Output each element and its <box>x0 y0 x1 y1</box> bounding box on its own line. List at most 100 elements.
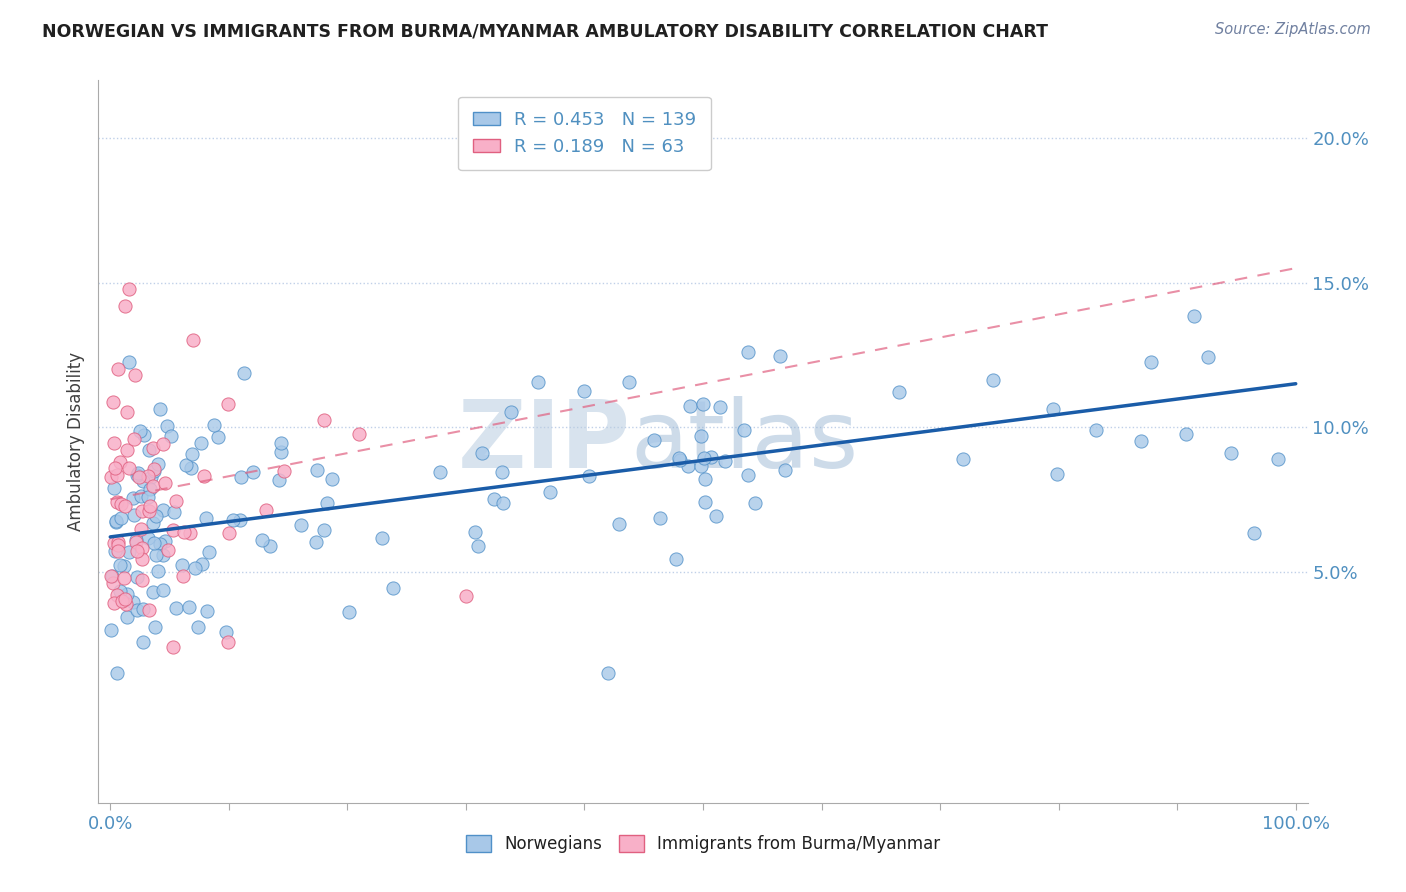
Point <box>775 463 797 477</box>
Point <box>217 397 239 411</box>
Point <box>138 442 160 457</box>
Point <box>127 466 149 480</box>
Point <box>217 635 239 649</box>
Point <box>733 423 755 437</box>
Point <box>117 442 139 457</box>
Point <box>153 475 176 490</box>
Point <box>149 402 172 417</box>
Text: ZIP: ZIP <box>457 395 630 488</box>
Point <box>131 474 153 488</box>
Point <box>744 496 766 510</box>
Point <box>110 584 132 599</box>
Point <box>668 453 690 467</box>
Point <box>112 559 135 574</box>
Point <box>101 575 124 590</box>
Legend: Norwegians, Immigrants from Burma/Myanmar: Norwegians, Immigrants from Burma/Myanma… <box>460 828 946 860</box>
Point <box>100 569 122 583</box>
Point <box>162 523 184 537</box>
Point <box>118 545 141 559</box>
Point <box>679 399 702 413</box>
Point <box>131 503 153 517</box>
Text: NORWEGIAN VS IMMIGRANTS FROM BURMA/MYANMAR AMBULATORY DISABILITY CORRELATION CHA: NORWEGIAN VS IMMIGRANTS FROM BURMA/MYANM… <box>42 22 1049 40</box>
Point <box>692 397 714 411</box>
Point <box>104 515 127 529</box>
Point <box>538 485 561 500</box>
Point <box>155 534 177 549</box>
Point <box>1129 434 1152 448</box>
Point <box>152 437 174 451</box>
Point <box>110 511 132 525</box>
Point <box>136 469 159 483</box>
Point <box>134 428 156 442</box>
Point <box>464 525 486 540</box>
Point <box>1197 350 1219 364</box>
Text: atlas: atlas <box>630 395 859 488</box>
Point <box>104 514 127 528</box>
Point <box>429 465 451 479</box>
Point <box>598 665 620 680</box>
Point <box>689 429 711 443</box>
Point <box>138 503 160 517</box>
Point <box>1085 423 1108 437</box>
Point <box>190 436 212 450</box>
Point <box>128 470 150 484</box>
Point <box>709 400 731 414</box>
Point <box>454 589 477 603</box>
Point <box>650 510 672 524</box>
Point <box>370 531 392 545</box>
Point <box>118 460 141 475</box>
Point <box>143 536 166 550</box>
Point <box>101 568 124 582</box>
Point <box>527 375 550 389</box>
Point <box>122 491 145 506</box>
Point <box>104 544 127 558</box>
Point <box>132 635 155 649</box>
Point <box>173 525 195 540</box>
Point <box>187 620 209 634</box>
Point <box>347 427 370 442</box>
Point <box>165 601 187 615</box>
Point <box>181 333 204 347</box>
Point <box>259 539 281 553</box>
Point <box>267 473 290 487</box>
Point <box>114 591 136 606</box>
Point <box>136 531 159 545</box>
Point <box>193 468 215 483</box>
Point <box>118 355 141 369</box>
Point <box>148 537 170 551</box>
Point <box>305 534 328 549</box>
Point <box>492 496 515 510</box>
Point <box>100 470 122 484</box>
Point <box>110 558 132 573</box>
Point <box>668 451 690 466</box>
Point <box>471 446 494 460</box>
Point <box>693 495 716 509</box>
Point <box>714 454 737 468</box>
Point <box>107 537 129 551</box>
Point <box>198 545 221 559</box>
Point <box>491 465 513 479</box>
Point <box>148 564 170 578</box>
Point <box>141 469 163 483</box>
Point <box>607 517 630 532</box>
Point <box>643 433 665 447</box>
Point <box>152 549 174 563</box>
Point <box>215 624 238 639</box>
Point <box>159 428 181 442</box>
Point <box>124 432 146 446</box>
Point <box>314 413 336 427</box>
Point <box>218 525 240 540</box>
Point <box>222 513 245 527</box>
Point <box>103 536 125 550</box>
Text: Source: ZipAtlas.com: Source: ZipAtlas.com <box>1215 22 1371 37</box>
Point <box>1243 526 1265 541</box>
Point <box>270 444 292 458</box>
Point <box>1182 310 1205 324</box>
Point <box>499 404 522 418</box>
Point <box>270 435 292 450</box>
Point <box>165 494 187 508</box>
Point <box>125 603 148 617</box>
Point <box>1042 402 1064 417</box>
Point <box>142 479 165 493</box>
Point <box>101 394 124 409</box>
